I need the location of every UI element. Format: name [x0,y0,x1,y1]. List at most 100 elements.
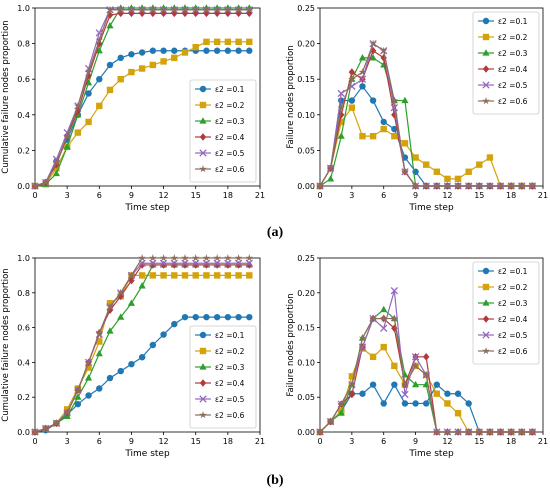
data-point [149,272,157,279]
legend: ε2 =0.1 ε2 =0.2 ε2 =0.3 ε2 =0.4 ε2 =0.5 ε2 =0… [472,11,540,115]
data-point [192,313,199,321]
data-point [245,5,254,14]
data-point [106,327,114,334]
x-tick-label: 9 [129,437,134,446]
data-point [116,288,125,297]
data-point [74,101,82,110]
data-point [117,54,124,62]
data-point [464,182,473,190]
data-point [84,68,93,76]
data-point [326,164,335,172]
data-point [379,46,388,54]
data-point [149,9,157,18]
legend-item: ε2 =0.2 [478,283,528,292]
data-point [96,385,103,392]
data-point [52,158,61,167]
data-point [380,324,388,332]
data-point [369,381,377,388]
data-point [106,22,114,29]
y-tick-label: 0.10 [297,111,315,120]
data-point [411,353,420,361]
data-point [181,313,189,321]
data-point [422,370,430,379]
data-point [191,5,200,14]
legend-label: ε2 =0.3 [498,299,528,308]
data-point [106,5,114,14]
data-point [246,313,253,321]
x-axis-label: Time step [124,203,170,213]
series-2 [316,104,536,190]
data-point [359,83,366,90]
data-point [224,9,232,18]
legend-marker [199,117,207,124]
x-tick-label: 18 [506,191,516,200]
x-tick-label: 21 [538,437,548,446]
legend-label: ε2 =0.4 [215,133,245,142]
x-tick-label: 6 [381,437,386,446]
data-point [117,313,125,320]
legend-item: ε2 =0.4 [478,315,528,324]
data-point [358,54,367,61]
y-tick-label: 0.8 [17,40,30,49]
data-point [433,390,441,397]
y-axis-label: Failure nodes proportion [286,45,296,148]
data-point [95,349,103,357]
data-point [106,11,114,19]
data-point [224,47,232,54]
data-point [41,424,50,432]
legend-label: ε2 =0.6 [215,165,245,174]
legend-item: ε2 =0.1 [195,331,245,340]
x-tick-label: 9 [413,191,418,200]
legend-marker [482,315,490,323]
legend-label: ε2 =0.2 [215,347,245,356]
legend-item: ε2 =0.3 [195,117,245,126]
data-point [213,254,221,262]
legend-item: ε2 =0.2 [195,101,245,110]
data-point [338,118,345,126]
legend-label: ε2 =0.5 [498,81,528,90]
data-point [358,75,367,83]
y-tick-label: 0.20 [297,40,315,49]
legend-item: ε2 =0.5 [478,331,528,340]
legend-marker [482,299,490,306]
data-point [160,58,167,65]
x-tick-label: 21 [255,437,265,446]
data-point [128,360,135,368]
data-point [159,259,168,267]
data-point [160,331,167,338]
data-point [159,5,168,14]
legend-label: ε2 =0.4 [215,379,245,388]
data-point [84,374,93,381]
data-point [359,132,366,140]
data-point [117,76,124,83]
data-point [85,364,92,371]
data-point [213,5,221,14]
data-point [465,168,472,175]
data-point [213,38,221,46]
legend-item: ε2 =0.5 [195,149,245,158]
y-tick-label: 0.4 [17,358,30,367]
data-point [138,272,146,279]
data-point [337,400,346,408]
x-tick-label: 15 [474,191,484,200]
legend-item: ε2 =0.1 [478,267,528,276]
y-axis-label: Failure nodes proportion [286,293,296,396]
data-point [106,374,114,382]
data-point [85,118,92,126]
data-point [454,410,462,417]
data-point [411,380,420,388]
legend-item: ε2 =0.6 [195,411,245,420]
x-tick-label: 15 [474,437,484,446]
legend-label: ε2 =0.4 [498,315,528,324]
x-axis-label: Time step [408,449,454,459]
data-point [84,78,93,86]
data-point [412,400,419,407]
data-point [224,313,232,321]
legend-label: ε2 =0.1 [215,85,245,94]
data-point [31,428,39,436]
legend-marker [482,347,490,355]
x-tick-label: 3 [65,437,70,446]
legend-marker [199,395,207,403]
data-point [433,182,441,190]
data-point [401,380,409,388]
